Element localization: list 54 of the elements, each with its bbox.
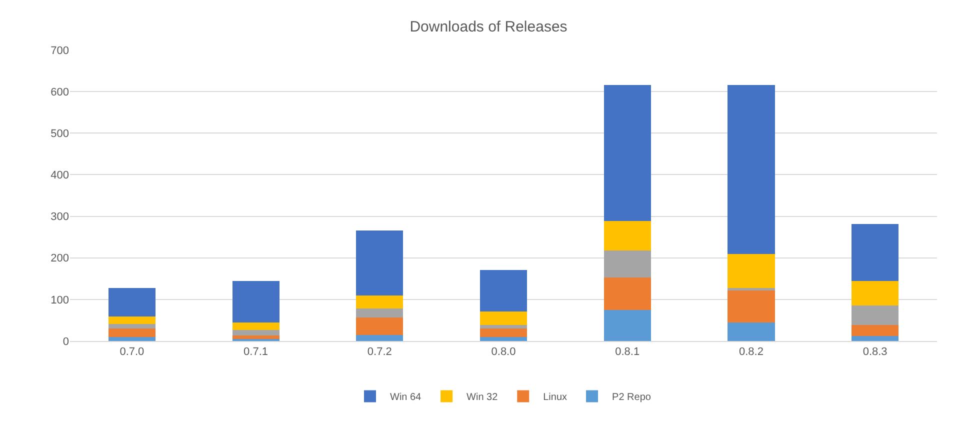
bar: [604, 277, 651, 310]
bar: [108, 336, 156, 341]
bar: [356, 317, 404, 335]
y-tick-label: 100: [50, 294, 69, 306]
x-tick-label: 0.8.3: [862, 346, 888, 358]
bar: [480, 336, 528, 341]
bar: [728, 84, 775, 254]
bar: [108, 324, 156, 329]
bar: [728, 254, 775, 288]
y-tick-label: 300: [50, 211, 69, 224]
x-tick-label: 0.8.0: [491, 346, 516, 358]
x-tick-label: 0.7.1: [244, 346, 268, 358]
bar: [728, 322, 775, 341]
x-tick-label: 0.7.0: [120, 346, 144, 358]
bar: [604, 220, 651, 250]
bar: [108, 328, 156, 337]
y-tick-label: 600: [50, 86, 69, 98]
legend-label: Win 32: [466, 392, 498, 404]
bar: [480, 270, 528, 312]
legend-label: Win 64: [390, 392, 422, 404]
bar: [852, 306, 899, 325]
x-tick-label: 0.8.2: [738, 346, 764, 358]
bar: [852, 324, 899, 336]
x-tick-label: 0.7.2: [367, 346, 392, 358]
bar: [356, 230, 404, 296]
bar: [480, 328, 528, 337]
bar: [480, 324, 528, 329]
bar: [852, 336, 899, 341]
bar: [108, 288, 156, 316]
bar: [728, 290, 775, 323]
bar: [232, 336, 280, 339]
y-tick-label: 500: [50, 128, 69, 140]
bar: [108, 316, 156, 324]
bar: [356, 296, 404, 309]
bar: [604, 250, 651, 278]
legend-label: P2 Repo: [612, 392, 652, 404]
bar: [604, 310, 651, 341]
y-tick-label: 700: [50, 44, 69, 57]
bar: [480, 311, 528, 325]
y-tick-label: 400: [50, 170, 69, 182]
bar: [852, 281, 899, 306]
bar: [232, 330, 280, 336]
bar: [356, 308, 404, 318]
y-tick-label: 200: [50, 252, 69, 265]
bar: [728, 288, 775, 291]
bar: [356, 334, 404, 341]
bar: [232, 322, 280, 330]
bar: [852, 224, 899, 282]
y-tick-label: 0: [62, 336, 69, 348]
bar: [232, 281, 280, 323]
x-tick-label: 0.8.1: [615, 346, 640, 358]
chart-title: Downloads of Releases: [410, 18, 568, 36]
legend-label: Linux: [543, 392, 568, 404]
bar: [604, 84, 651, 221]
